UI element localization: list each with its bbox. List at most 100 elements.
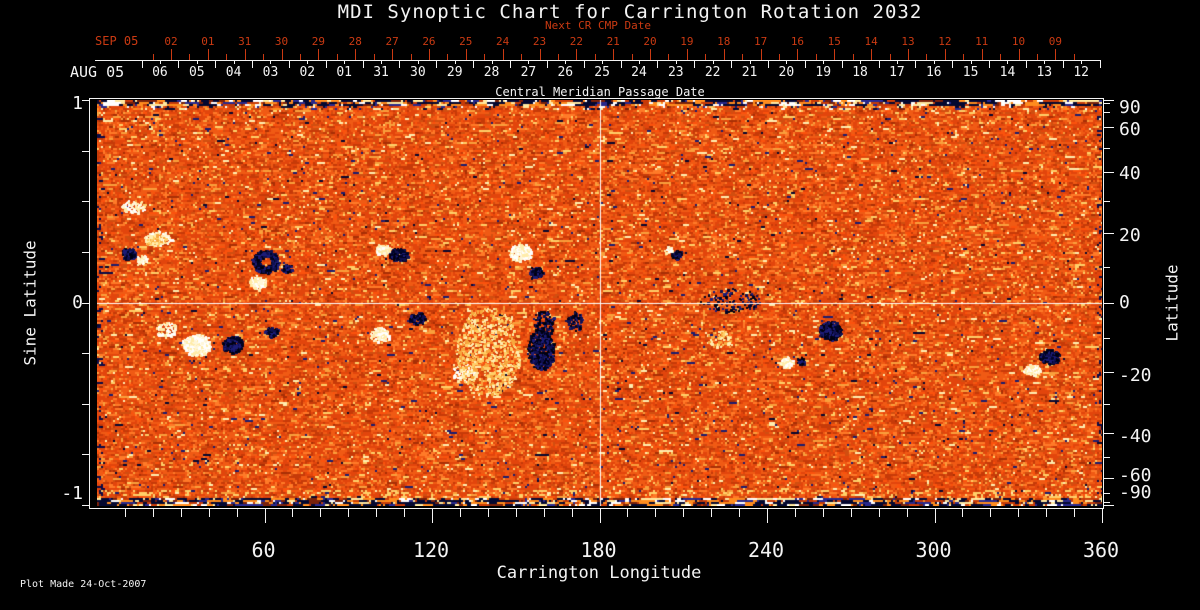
longitude-minor-tick xyxy=(906,509,908,517)
cmp-date-day-label: 21 xyxy=(741,65,758,80)
next-cr-date-minor-tick xyxy=(779,54,781,60)
longitude-minor-tick xyxy=(487,509,489,517)
next-cr-date-minor-tick xyxy=(447,54,449,60)
next-cr-date-minor-tick xyxy=(889,54,891,60)
next-cr-date-minor-tick xyxy=(263,54,265,60)
next-cr-date-day-label: 23 xyxy=(532,35,547,48)
latitude-tick-label: 0 xyxy=(1119,292,1130,313)
next-cr-date-minor-tick xyxy=(1000,54,1002,60)
latitude-major-tick xyxy=(1103,478,1114,479)
cmp-date-day-label: 20 xyxy=(778,65,795,80)
plot-made-timestamp: Plot Made 24-Oct-2007 xyxy=(20,579,147,590)
next-cr-date-minor-tick xyxy=(373,54,375,60)
latitude-tick-label: -20 xyxy=(1119,365,1152,386)
next-cr-date-major-tick xyxy=(760,49,762,60)
cmp-date-day-label: 06 xyxy=(152,65,168,80)
latitude-tick-label: 40 xyxy=(1119,163,1141,184)
cmp-date-day-label: 28 xyxy=(483,65,500,80)
cmp-date-day-label: 04 xyxy=(225,65,242,80)
next-cr-date-minor-tick xyxy=(521,54,523,60)
latitude-major-tick xyxy=(1103,100,1114,101)
sine-latitude-tick xyxy=(82,252,89,253)
cmp-date-major-tick xyxy=(620,60,622,68)
cmp-date-major-tick xyxy=(325,60,327,68)
next-cr-date-major-tick xyxy=(797,49,799,60)
cmp-date-major-tick xyxy=(546,60,548,68)
current-rotation-month-label: AUG 05 xyxy=(70,63,125,81)
latitude-major-tick xyxy=(1103,372,1114,373)
next-cr-date-major-tick xyxy=(318,49,320,60)
sine-latitude-tick xyxy=(82,454,89,455)
next-cr-date-major-tick xyxy=(1055,49,1057,60)
longitude-minor-tick xyxy=(627,509,629,517)
cmp-date-major-tick xyxy=(767,60,769,68)
next-cr-date-major-tick xyxy=(207,49,209,60)
next-cr-date-day-label: 12 xyxy=(938,35,952,48)
cmp-date-major-tick xyxy=(399,60,401,68)
next-cr-date-day-label: 18 xyxy=(717,35,731,48)
longitude-major-tick xyxy=(432,509,433,523)
longitude-minor-tick xyxy=(208,509,210,517)
longitude-minor-tick xyxy=(543,509,545,517)
next-cr-date-major-tick xyxy=(392,49,394,60)
next-cr-date-day-label: 16 xyxy=(790,35,805,48)
latitude-minor-tick xyxy=(1103,338,1110,339)
latitude-tick-label: -90 xyxy=(1119,482,1152,503)
next-cr-date-day-label: 20 xyxy=(643,35,657,48)
cmp-date-minor-tick xyxy=(896,60,898,64)
cmp-date-major-tick xyxy=(1099,60,1101,68)
sine-latitude-axis-title: Sine Latitude xyxy=(20,240,40,366)
next-cr-date-minor-tick xyxy=(926,54,928,60)
next-cr-date-minor-tick xyxy=(410,54,412,60)
latitude-major-tick xyxy=(1103,233,1114,234)
next-cr-date-major-tick xyxy=(244,49,246,60)
cmp-date-major-tick xyxy=(583,60,585,68)
cmp-date-day-label: 16 xyxy=(925,65,942,80)
cmp-date-major-tick xyxy=(694,60,696,68)
cmp-date-minor-tick xyxy=(159,60,161,64)
longitude-minor-tick xyxy=(878,509,880,517)
cmp-date-minor-tick xyxy=(270,60,272,64)
latitude-major-tick xyxy=(1103,433,1114,434)
next-cr-cmp-date-label: Next CR CMP Date xyxy=(545,19,651,32)
longitude-minor-tick xyxy=(711,509,713,517)
next-cr-date-day-label: 09 xyxy=(1048,35,1063,48)
longitude-minor-tick xyxy=(292,509,294,517)
longitude-minor-tick xyxy=(180,509,182,517)
cmp-date-major-tick xyxy=(178,60,180,68)
cmp-date-day-label: 18 xyxy=(852,65,868,80)
next-cr-date-day-label: 11 xyxy=(975,35,989,48)
next-cr-date-major-tick xyxy=(908,49,909,60)
magnetogram-image xyxy=(97,100,1102,506)
cmp-date-day-label: 12 xyxy=(1073,65,1089,80)
longitude-minor-tick xyxy=(152,509,154,517)
cmp-date-minor-tick xyxy=(565,60,567,64)
next-cr-date-major-tick xyxy=(576,49,578,60)
next-cr-date-minor-tick xyxy=(742,54,744,60)
longitude-minor-tick xyxy=(1074,509,1076,517)
longitude-minor-tick xyxy=(655,509,657,517)
next-cr-date-minor-tick xyxy=(484,54,486,60)
cmp-date-day-label: 27 xyxy=(520,65,537,80)
next-cr-date-day-label: 14 xyxy=(864,35,878,48)
next-cr-date-minor-tick xyxy=(1036,54,1038,60)
next-cr-date-major-tick xyxy=(834,49,836,60)
longitude-tick-label: 360 xyxy=(1082,538,1120,562)
next-cr-date-day-label: 10 xyxy=(1011,35,1026,48)
next-cr-date-minor-tick xyxy=(705,54,707,60)
cmp-date-minor-tick xyxy=(307,60,309,64)
next-cr-date-minor-tick xyxy=(557,54,559,60)
cmp-date-minor-tick xyxy=(1007,60,1009,64)
next-cr-date-day-label: 01 xyxy=(201,35,215,48)
next-cr-date-major-tick xyxy=(465,49,467,60)
latitude-minor-tick xyxy=(1103,493,1110,494)
cmp-date-minor-tick xyxy=(638,60,640,64)
cmp-date-minor-tick xyxy=(675,60,677,64)
cmp-date-major-tick xyxy=(915,60,917,68)
next-cr-date-major-tick xyxy=(723,49,725,60)
longitude-major-tick xyxy=(599,509,601,523)
cmp-date-major-tick xyxy=(841,60,843,68)
cmp-date-major-tick xyxy=(657,60,659,68)
longitude-minor-tick xyxy=(739,509,741,517)
longitude-minor-tick xyxy=(124,509,126,517)
